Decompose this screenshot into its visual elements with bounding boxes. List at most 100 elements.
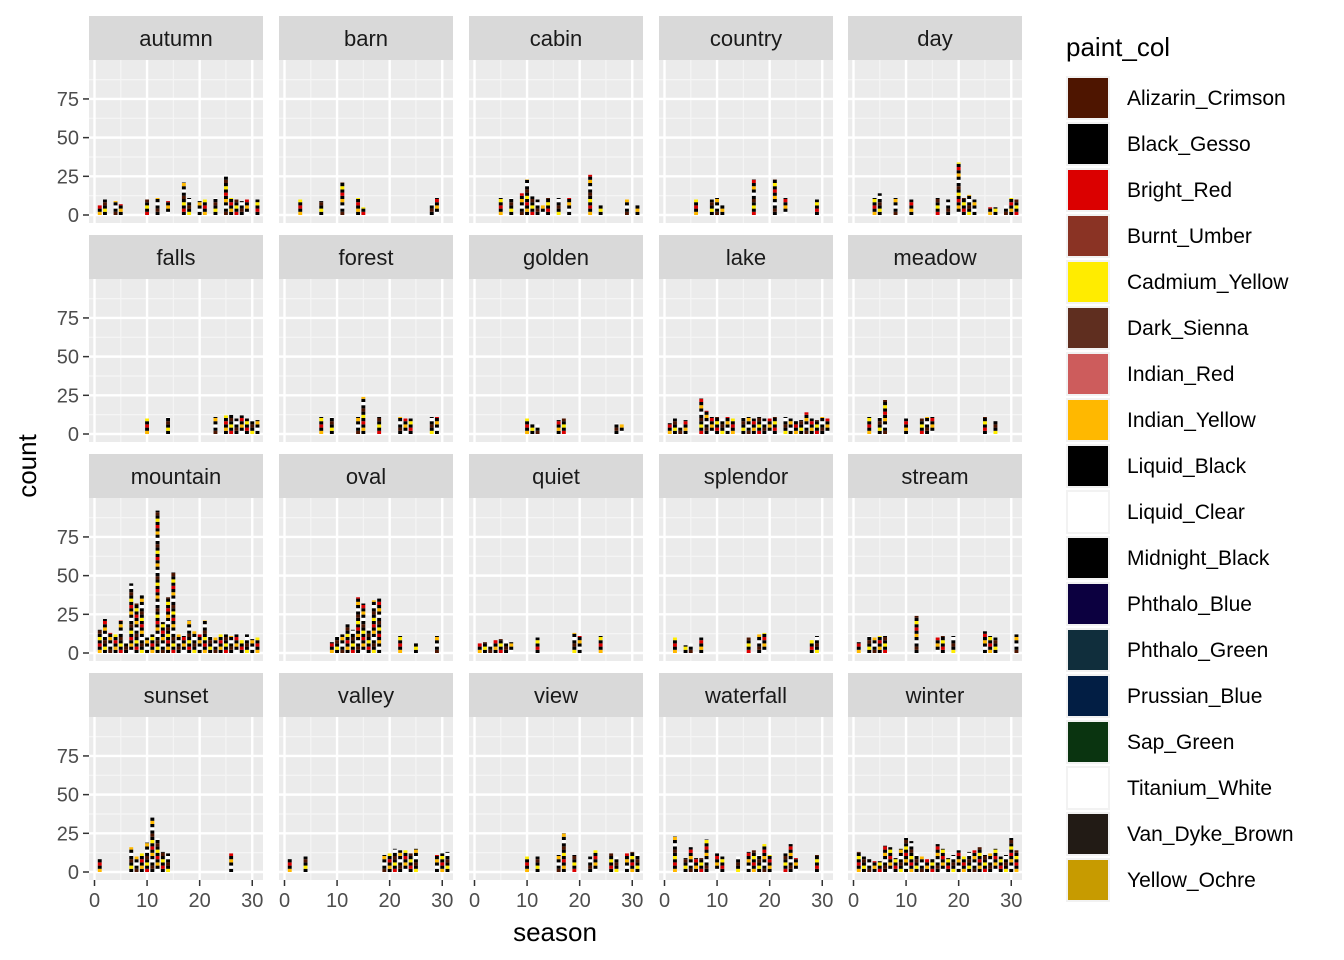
bar-segment xyxy=(202,211,207,215)
bar-segment xyxy=(145,859,149,863)
bar-segment xyxy=(392,862,397,866)
x-tick-label: 0 xyxy=(89,890,100,912)
bar-segment xyxy=(930,430,935,434)
bar-segment xyxy=(877,193,882,196)
bar-segment xyxy=(377,640,382,644)
bar-segment xyxy=(956,208,961,212)
bar-segment xyxy=(783,868,788,872)
bar-segment xyxy=(392,868,397,872)
bar-segment xyxy=(345,637,350,641)
bar-segment xyxy=(914,856,919,860)
bar-segment xyxy=(197,640,202,644)
legend-item: Prussian_Blue xyxy=(1066,674,1262,718)
bar-segment xyxy=(498,202,503,206)
bar-segment xyxy=(751,192,756,196)
bar-segment xyxy=(614,427,619,431)
x-tick-label: 0 xyxy=(469,890,480,912)
bar-segment xyxy=(224,199,228,203)
bar-segment xyxy=(408,427,413,431)
bar-segment xyxy=(356,624,360,628)
bar-segment xyxy=(155,525,160,529)
bar-segment xyxy=(398,646,403,650)
bar-segment xyxy=(519,202,524,206)
bar-segment xyxy=(150,637,155,641)
legend-swatch xyxy=(1068,216,1108,256)
bar-segment xyxy=(799,420,804,422)
bar-segment xyxy=(160,643,165,647)
bar-segment xyxy=(181,182,186,183)
bar-segment xyxy=(525,205,529,209)
bar-segment xyxy=(171,643,176,647)
bar-segment xyxy=(561,427,566,431)
bar-segment xyxy=(856,862,861,866)
bar-segment xyxy=(614,423,619,425)
bar-segment xyxy=(699,411,704,415)
bar-segment xyxy=(709,418,714,422)
bar-segment xyxy=(239,201,244,203)
bar-segment xyxy=(129,589,134,593)
bar-segment xyxy=(535,868,540,872)
bar-segment xyxy=(361,627,366,631)
bar-segment xyxy=(609,868,614,872)
bar-segment xyxy=(229,636,234,637)
bar-segment xyxy=(398,418,403,422)
bar-segment xyxy=(129,633,134,637)
bar-segment xyxy=(155,601,160,605)
bar-segment xyxy=(877,421,882,425)
bar-segment xyxy=(699,424,704,428)
bar-segment xyxy=(192,643,197,647)
bar-segment xyxy=(181,643,186,647)
bar-segment xyxy=(757,865,762,869)
bar-segment xyxy=(361,418,366,422)
bar-segment xyxy=(683,421,688,425)
bar-segment xyxy=(160,630,165,634)
bar-segment xyxy=(202,199,207,203)
bar-segment xyxy=(303,865,308,869)
bar-segment xyxy=(530,199,535,203)
bar-segment xyxy=(245,637,249,641)
bar-segment xyxy=(103,205,107,209)
x-tick-label: 30 xyxy=(811,890,833,912)
bar-segment xyxy=(361,640,366,644)
bar-segment xyxy=(245,634,249,637)
bar-segment xyxy=(904,846,908,850)
bar-segment xyxy=(525,430,529,434)
bar-segment xyxy=(202,633,207,637)
bar-segment xyxy=(155,208,160,212)
bar-segment xyxy=(673,640,677,644)
x-tick-label: 20 xyxy=(189,890,211,912)
bar-segment xyxy=(382,859,387,863)
bar-segment xyxy=(956,195,961,199)
bar-segment xyxy=(103,202,107,206)
bar-segment xyxy=(630,862,635,866)
bar-segment xyxy=(772,183,777,187)
bar-segment xyxy=(961,856,966,860)
bar-segment xyxy=(635,868,640,872)
bar-segment xyxy=(767,430,772,434)
bar-segment xyxy=(909,865,914,869)
bar-segment xyxy=(988,856,993,860)
bar-segment xyxy=(171,627,176,631)
bar-segment xyxy=(940,649,945,653)
bar-segment xyxy=(345,623,350,625)
bar-segment xyxy=(1004,211,1008,215)
bar-segment xyxy=(377,633,382,637)
bar-segment xyxy=(377,611,382,615)
bar-segment xyxy=(988,862,993,866)
bar-segment xyxy=(171,576,176,580)
bar-segment xyxy=(150,840,155,844)
bar-segment xyxy=(746,649,751,653)
bar-segment xyxy=(250,427,255,431)
bar-segment xyxy=(751,199,756,203)
bar-segment xyxy=(525,865,529,869)
bar-segment xyxy=(704,849,709,853)
bar-segment xyxy=(872,643,877,647)
bar-segment xyxy=(371,608,376,612)
bar-segment xyxy=(688,862,693,866)
bar-segment xyxy=(371,614,376,618)
bar-segment xyxy=(361,396,366,399)
bar-segment xyxy=(287,868,292,872)
bar-segment xyxy=(166,205,170,209)
bar-segment xyxy=(593,859,598,863)
